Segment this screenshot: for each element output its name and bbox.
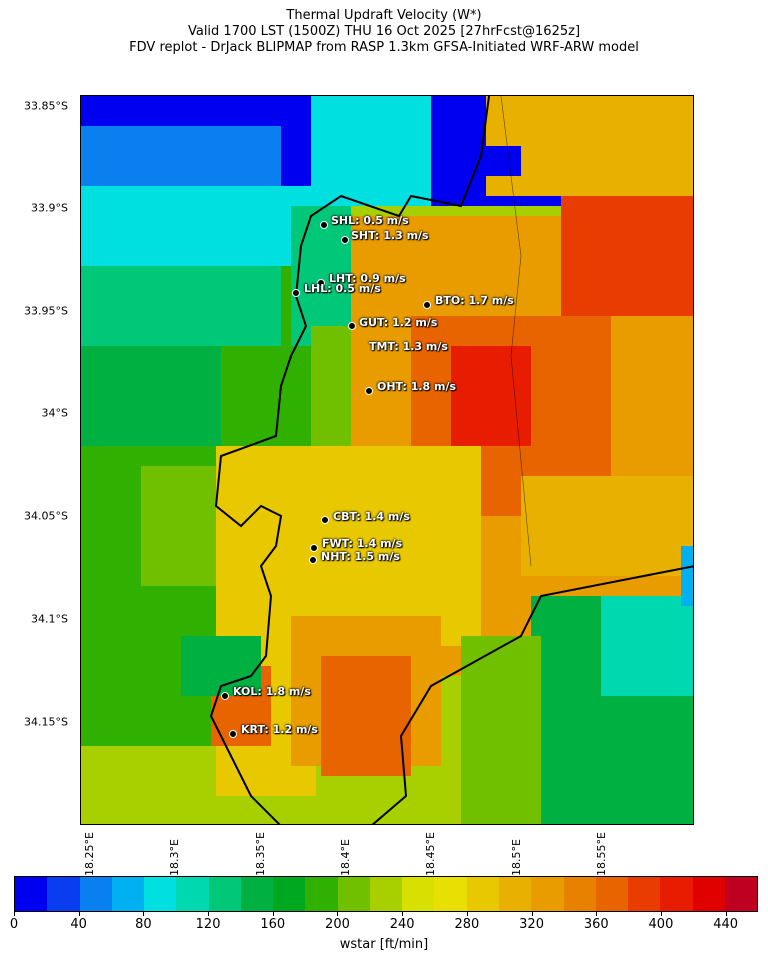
lon-tick-label: 18.4°E <box>339 839 352 876</box>
site-marker-shl[interactable] <box>320 221 328 229</box>
colorbar-tick-label: 440 <box>713 917 739 932</box>
map-subtitle-model: FDV replot - DrJack BLIPMAP from RASP 1.… <box>129 40 639 55</box>
colorbar-tick-mark <box>466 912 468 916</box>
colorbar-swatch <box>79 877 112 911</box>
site-marker-lhl[interactable] <box>292 289 300 297</box>
site-marker-bto[interactable] <box>423 301 431 309</box>
site-marker-sht[interactable] <box>341 236 349 244</box>
lon-tick-label: 18.45°E <box>424 832 437 876</box>
colorbar-swatch <box>498 877 532 911</box>
colorbar-tick-label: 280 <box>454 917 480 932</box>
colorbar-tick-label: 160 <box>260 917 286 932</box>
site-label-krt: KRT: 1.2 m/s <box>241 723 318 736</box>
colorbar-tick-mark <box>402 912 404 916</box>
colorbar-tick-mark <box>272 912 274 916</box>
colorbar-swatch <box>563 877 596 911</box>
colorbar-swatch <box>628 877 661 911</box>
colorbar-tick-mark <box>337 912 339 916</box>
site-marker-cbt[interactable] <box>321 516 329 524</box>
lon-tick-label: 18.3°E <box>168 839 181 876</box>
colorbar-tick-mark <box>14 912 15 916</box>
site-label-sht: SHT: 1.3 m/s <box>351 229 429 242</box>
colorbar-swatch <box>724 877 758 911</box>
site-label-shl: SHL: 0.5 m/s <box>331 214 409 227</box>
colorbar-swatch <box>595 877 629 911</box>
site-marker-oht[interactable] <box>365 387 373 395</box>
lon-tick-label: 18.5°E <box>510 839 523 876</box>
colorbar-swatch <box>111 877 145 911</box>
site-label-nht: NHT: 1.5 m/s <box>321 550 400 563</box>
colorbar-swatch <box>144 877 177 911</box>
lat-tick-label: 33.95°S <box>24 304 68 318</box>
colorbar-tick-label: 200 <box>325 917 350 932</box>
colorbar-swatch <box>208 877 241 911</box>
thermal-map: SHL: 0.5 m/s SHT: 1.3 m/s LHT: 0.9 m/s L… <box>80 95 694 825</box>
colorbar-swatch <box>240 877 274 911</box>
lat-tick-label: 34°S <box>41 406 68 420</box>
colorbar-tick-mark <box>143 912 145 916</box>
colorbar-swatch <box>369 877 403 911</box>
lat-tick-label: 34.05°S <box>24 509 68 523</box>
colorbar-tick-mark <box>725 912 727 916</box>
site-label-cbt: CBT: 1.4 m/s <box>333 510 410 523</box>
colorbar-tick-mark <box>660 912 662 916</box>
colorbar-tick-label: 320 <box>519 917 544 932</box>
colorbar <box>14 876 758 912</box>
colorbar-swatch <box>692 877 725 911</box>
colorbar-swatch <box>531 877 564 911</box>
site-marker-fwt[interactable] <box>310 544 318 552</box>
colorbar-swatch <box>402 877 435 911</box>
site-label-lhl: LHL: 0.5 m/s <box>304 282 381 295</box>
lat-tick-label: 34.1°S <box>31 612 68 626</box>
colorbar-swatch <box>47 877 80 911</box>
colorbar-tick-mark <box>596 912 598 916</box>
colorbar-swatch <box>305 877 338 911</box>
colorbar-tick-label: 360 <box>583 917 609 932</box>
colorbar-swatch <box>273 877 306 911</box>
colorbar-tick-mark <box>208 912 210 916</box>
colorbar-swatch <box>466 877 499 911</box>
lon-tick-label: 18.55°E <box>595 832 608 876</box>
site-label-kol: KOL: 1.8 m/s <box>233 685 311 698</box>
colorbar-tick-label: 40 <box>70 917 87 932</box>
colorbar-swatch <box>176 877 209 911</box>
colorbar-tick-label: 120 <box>195 917 221 932</box>
site-marker-gut[interactable] <box>348 322 356 330</box>
colorbar-tick-label: 240 <box>389 917 415 932</box>
colorbar-swatch <box>15 877 48 911</box>
lon-tick-label: 18.35°E <box>254 832 267 876</box>
lat-tick-label: 33.85°S <box>24 99 68 113</box>
colorbar-tick-label: 0 <box>9 917 19 932</box>
site-label-fwt: FWT: 1.4 m/s <box>322 537 403 550</box>
lat-tick-label: 33.9°S <box>31 201 68 215</box>
site-marker-nht[interactable] <box>309 556 317 564</box>
colorbar-swatch <box>660 877 693 911</box>
colorbar-tick-mark <box>78 912 80 916</box>
lon-tick-label: 18.25°E <box>83 832 96 876</box>
colorbar-tick-label: 400 <box>648 917 674 932</box>
site-label-tmt: TMT: 1.3 m/s <box>369 340 448 353</box>
colorbar-tick-label: 80 <box>135 917 152 932</box>
site-marker-kol[interactable] <box>221 692 229 700</box>
map-title: Thermal Updraft Velocity (W*) <box>286 8 482 23</box>
lat-tick-label: 34.15°S <box>24 715 68 729</box>
map-raster <box>81 96 693 824</box>
site-label-oht: OHT: 1.8 m/s <box>377 380 457 393</box>
site-label-bto: BTO: 1.7 m/s <box>435 294 514 307</box>
map-subtitle-valid-time: Valid 1700 LST (1500Z) THU 16 Oct 2025 [… <box>187 24 581 39</box>
colorbar-swatch <box>434 877 467 911</box>
site-marker-lht[interactable] <box>317 279 325 287</box>
colorbar-swatch <box>337 877 370 911</box>
colorbar-tick-mark <box>531 912 533 916</box>
site-label-gut: GUT: 1.2 m/s <box>359 316 438 329</box>
site-label-lht: LHT: 0.9 m/s <box>329 272 406 285</box>
colorbar-title: wstar [ft/min] <box>339 937 429 952</box>
site-marker-krt[interactable] <box>229 730 237 738</box>
